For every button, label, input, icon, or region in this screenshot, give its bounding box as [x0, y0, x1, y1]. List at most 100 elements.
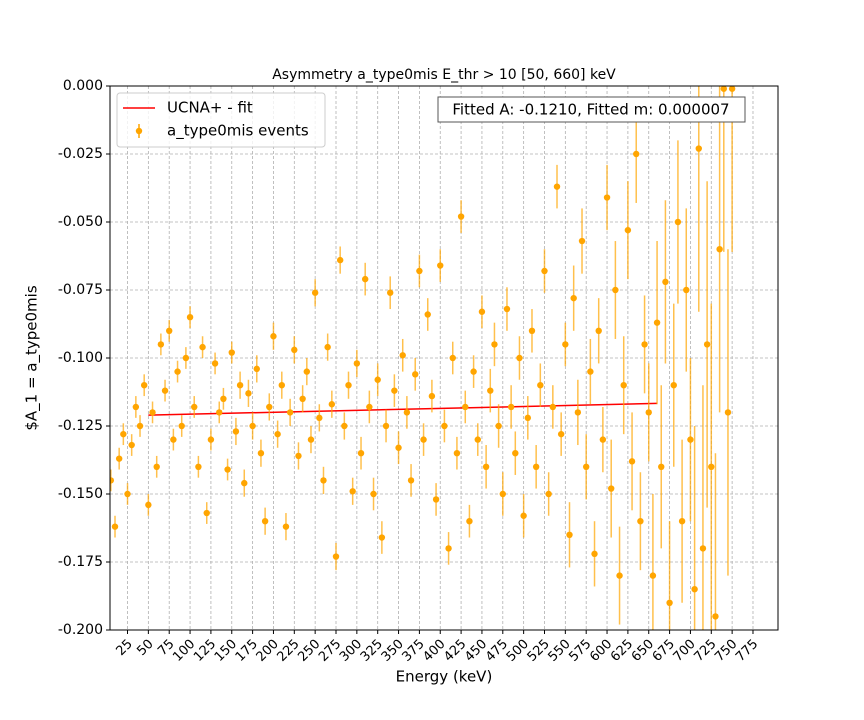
grid: [110, 85, 778, 631]
data-point: [228, 349, 235, 356]
data-point: [582, 463, 590, 470]
data-point: [378, 534, 386, 541]
data-point: [182, 354, 190, 362]
data-point: [120, 430, 127, 438]
data-point: [249, 422, 256, 430]
data-point: [637, 518, 644, 525]
data-point: [357, 450, 365, 457]
data-point: [149, 409, 156, 416]
data-point: [616, 572, 623, 579]
data-point: [503, 305, 511, 313]
data-point: [370, 490, 377, 498]
data-point: [724, 409, 732, 416]
data-point: [216, 409, 223, 416]
data-point: [291, 346, 298, 354]
data-point: [270, 333, 277, 340]
data-point: [562, 341, 569, 348]
data-point: [595, 327, 602, 334]
data-point: [266, 403, 273, 411]
data-point: [207, 436, 215, 443]
data-point: [191, 403, 198, 411]
y-tick-label: -0.025: [58, 146, 103, 162]
data-point: [624, 226, 632, 234]
data-point: [457, 213, 465, 220]
data-point: [145, 501, 152, 509]
data-point: [199, 343, 206, 351]
data-point: [549, 403, 557, 411]
data-point: [720, 86, 727, 92]
data-point: [132, 403, 140, 411]
data-point: [420, 436, 427, 443]
data-point: [261, 518, 269, 525]
data-point: [174, 368, 181, 375]
data-point: [591, 550, 598, 558]
data-point: [557, 430, 565, 438]
data-point: [578, 237, 586, 245]
x-tick-label: 50: [134, 637, 156, 659]
legend-label: UCNA+ - fit: [167, 99, 253, 117]
data-point: [645, 409, 652, 416]
data-point: [482, 463, 490, 470]
data-point: [674, 218, 682, 226]
data-point: [316, 414, 323, 422]
data-point: [286, 409, 294, 416]
data-point: [570, 294, 577, 302]
data-point: [599, 436, 607, 443]
data-point: [161, 387, 169, 394]
plot-data: [110, 86, 736, 630]
data-point: [703, 341, 711, 348]
x-tick-label: 775: [733, 637, 761, 665]
data-point: [537, 382, 544, 389]
data-point: [653, 319, 661, 326]
data-point: [299, 395, 306, 402]
y-tick-label: -0.150: [58, 486, 103, 502]
y-axis-label: $A_1 = a_type0mis: [23, 285, 42, 430]
data-point: [136, 422, 144, 430]
x-axis-label: Energy (keV): [396, 668, 493, 686]
data-point: [332, 553, 340, 560]
data-point: [387, 289, 394, 296]
data-point: [303, 368, 311, 375]
data-point: [520, 512, 527, 519]
data-point: [110, 477, 115, 484]
data-point: [437, 262, 444, 269]
fit-line: [148, 402, 658, 416]
data-point: [166, 327, 173, 334]
legend: UCNA+ - fit a_type0mis events: [116, 92, 326, 148]
data-point: [541, 267, 548, 275]
y-tick-label: -0.200: [58, 622, 103, 638]
data-point: [574, 409, 582, 416]
data-point: [407, 477, 415, 484]
data-point: [441, 422, 448, 430]
data-point: [478, 308, 486, 315]
data-point: [278, 382, 285, 389]
data-point: [186, 314, 194, 321]
data-point: [115, 455, 123, 462]
data-point: [282, 523, 290, 530]
data-point: [532, 463, 540, 470]
data-point: [220, 395, 227, 402]
data-point: [462, 403, 469, 411]
data-point: [603, 194, 611, 201]
data-point: [341, 422, 348, 430]
data-point: [499, 490, 506, 498]
data-point: [395, 444, 402, 451]
data-point: [416, 267, 423, 275]
data-point: [670, 382, 677, 389]
annotation-box: [437, 96, 746, 123]
data-point: [641, 341, 648, 348]
data-point: [140, 382, 148, 389]
y-tick-label: -0.125: [58, 418, 103, 434]
data-point: [382, 422, 390, 430]
data-point: [487, 387, 494, 394]
data-point: [683, 286, 690, 294]
y-tick-label: -0.100: [58, 350, 103, 366]
data-point: [495, 422, 502, 430]
data-point: [566, 531, 573, 538]
data-point: [241, 479, 248, 487]
data-point: [128, 441, 135, 449]
data-point: [633, 150, 640, 158]
y-tick-label: 0.000: [63, 78, 103, 94]
